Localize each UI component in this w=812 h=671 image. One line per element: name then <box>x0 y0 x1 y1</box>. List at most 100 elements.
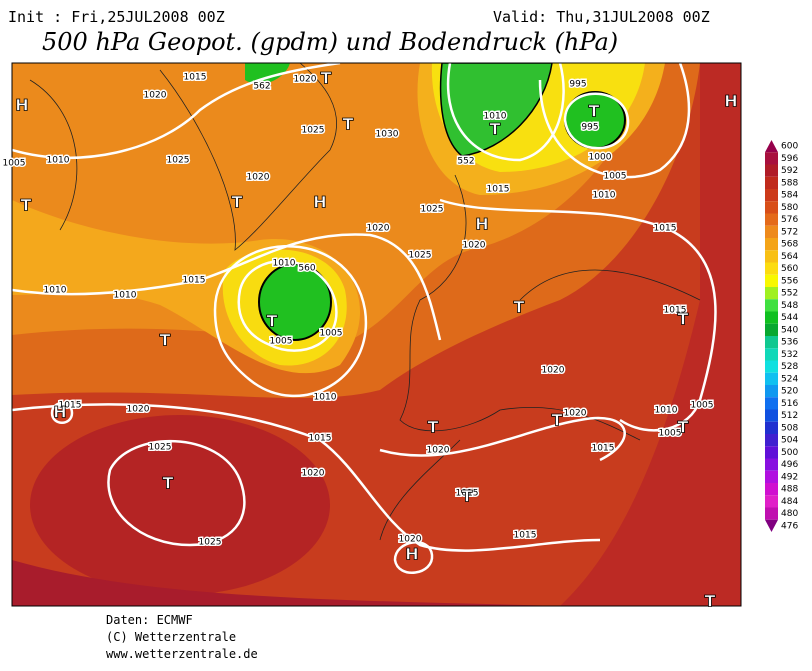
colorbar-label: 556 <box>781 276 798 286</box>
pressure-center: H <box>15 96 28 115</box>
pressure-center: T <box>21 196 32 215</box>
colorbar-label: 532 <box>781 350 798 360</box>
colorbar-label: 476 <box>781 521 798 531</box>
colorbar-label: 572 <box>781 227 798 237</box>
pressure-center: H <box>405 545 418 564</box>
colorbar-swatch <box>765 299 778 312</box>
isobar-label: 1010 <box>314 393 337 403</box>
isobar <box>538 63 691 179</box>
isobar-label: 1025 <box>167 156 190 166</box>
pressure-center: T <box>267 312 278 331</box>
data-source: Daten: ECMWF <box>106 613 193 627</box>
colorbar-label: 508 <box>781 423 798 433</box>
colorbar-label: 540 <box>781 325 798 335</box>
colorbar-swatch <box>765 262 778 275</box>
colorbar-swatch <box>765 409 778 422</box>
colorbar-swatch <box>765 311 778 324</box>
isobar-label: 1020 <box>463 241 486 251</box>
colorbar-label: 520 <box>781 387 798 397</box>
isobar-label: 1015 <box>487 185 510 195</box>
isobar-label: 1015 <box>183 276 206 286</box>
colorbar-label: 512 <box>781 411 798 421</box>
pressure-center: T <box>462 487 473 506</box>
colorbar-label: 552 <box>781 289 798 299</box>
colorbar-swatch <box>765 225 778 238</box>
low-core <box>439 63 553 157</box>
colorbar-swatch <box>765 176 778 189</box>
colorbar-swatch <box>765 360 778 373</box>
isobar-label: 1010 <box>44 286 67 296</box>
colorbar-swatch <box>765 140 778 153</box>
isobar <box>563 92 630 150</box>
isobar <box>50 402 74 424</box>
pressure-center: T <box>321 69 332 88</box>
isobar-labels: 1015 1020 1020 1025 1030 1010 995 995 1000 1005 10… <box>1 71 715 549</box>
colorbar-label: 592 <box>781 166 798 176</box>
map-frame <box>11 62 742 607</box>
pressure-center: T <box>589 102 600 121</box>
pressure-centers: H H H T T T T T T T T H T H T T T T T H T T <box>15 68 738 611</box>
isobar-label: 1020 <box>367 224 390 234</box>
colorbar-label: 576 <box>781 215 798 225</box>
isobar-label: 1005 <box>3 159 26 169</box>
isobar-label: 1020 <box>247 173 270 183</box>
pressure-center: T <box>163 474 174 493</box>
pressure-center: T <box>343 115 354 134</box>
coastline <box>29 63 701 541</box>
colorbar-swatch <box>765 274 778 287</box>
isobar-label: 1005 <box>270 337 293 347</box>
isobar <box>439 198 717 432</box>
colorbar-swatch <box>765 446 778 459</box>
isobar <box>107 440 246 547</box>
isobar-label: 1010 <box>484 112 507 122</box>
isobar-label: 1025 <box>421 205 444 215</box>
map-area <box>12 63 741 606</box>
isobar-label: 1025 <box>199 538 222 548</box>
field-588 <box>560 63 741 606</box>
isobar-label: 1025 <box>409 251 432 261</box>
colorbar-label: 564 <box>781 252 798 262</box>
colorbar-swatch <box>765 421 778 434</box>
pressure-center: H <box>475 215 488 234</box>
colorbar-label: 516 <box>781 399 798 409</box>
isobar-label: 1010 <box>593 191 616 201</box>
pressure-center: T <box>232 193 243 212</box>
colorbar-swatch <box>765 250 778 263</box>
isobar-label: 1010 <box>273 259 296 269</box>
pressure-center: T <box>514 298 525 317</box>
pressure-center: T <box>428 418 439 437</box>
colorbar-swatch <box>765 458 778 471</box>
colorbar-swatch <box>765 164 778 177</box>
colorbar-label: 560 <box>781 264 798 274</box>
isobar-label: 1020 <box>564 409 587 419</box>
isobar-label: 1015 <box>456 489 479 499</box>
isobar <box>213 245 368 398</box>
colorbar-label: 504 <box>781 436 798 446</box>
isobar-label: 1015 <box>184 73 207 83</box>
isobar <box>12 403 601 552</box>
colorbar-label: 536 <box>781 338 798 348</box>
pressure-center: H <box>724 92 737 111</box>
isobar-label: 1015 <box>309 434 332 444</box>
isobar-label: 1015 <box>654 224 677 234</box>
colorbar-swatch <box>765 519 778 532</box>
colorbar-swatch <box>765 189 778 202</box>
isobar-label: 1020 <box>127 405 150 415</box>
isobar-label: 1030 <box>376 130 399 140</box>
isobar-label: 1015 <box>664 306 687 316</box>
pressure-center: H <box>53 403 66 422</box>
pressure-center: T <box>678 310 689 329</box>
colorbar-swatch <box>765 483 778 496</box>
low-core <box>258 263 332 341</box>
isobar <box>393 541 434 574</box>
colorbar-label: 492 <box>781 472 798 482</box>
isobar <box>379 416 626 462</box>
colorbar-label: 584 <box>781 191 798 201</box>
colorbar-swatch <box>765 434 778 447</box>
isobar-label: 1005 <box>659 429 682 439</box>
isobar-label: 1025 <box>302 126 325 136</box>
pressure-center: T <box>160 331 171 350</box>
isobar-label: 995 <box>581 123 598 133</box>
isobar-label: 552 <box>457 157 474 167</box>
